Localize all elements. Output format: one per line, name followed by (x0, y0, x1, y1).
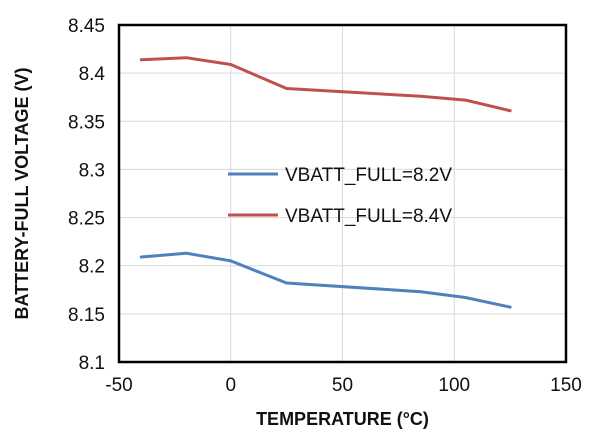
series-2-point (285, 87, 289, 90)
series-1-point (508, 305, 512, 309)
series-2-point (229, 63, 233, 66)
series-line-1 (139, 251, 512, 309)
y-tick-label: 8.25 (68, 209, 105, 230)
plot-area (117, 23, 568, 364)
series-layer (139, 56, 512, 309)
x-tick-label: 150 (550, 375, 582, 396)
series-1-point (229, 259, 233, 263)
tick-labels: 8.1 8.15 8.2 8.25 8.3 8.35 8.4 8.45 -50 0 50 100 150 (68, 16, 582, 396)
x-axis-title: TEMPERATURE (°C) (256, 409, 429, 429)
series-2-point (139, 58, 143, 62)
y-tick-label: 8.45 (68, 16, 105, 37)
series-1-point (184, 251, 188, 255)
legend-label: VBATT_FULL=8.2V (285, 165, 452, 186)
legend: VBATT_FULL=8.2V VBATT_FULL=8.4V (228, 165, 452, 227)
series-2-point (419, 94, 423, 98)
y-tick-label: 8.1 (79, 353, 105, 374)
y-tick-label: 8.4 (79, 64, 106, 85)
legend-label: VBATT_FULL=8.4V (285, 206, 452, 227)
y-tick-label: 8.35 (68, 112, 105, 133)
series-2-point (508, 109, 512, 113)
series-2-point (464, 98, 467, 102)
series-1-point (139, 255, 143, 259)
x-tick-label: 50 (332, 375, 353, 396)
legend-item: VBATT_FULL=8.2V (228, 165, 452, 186)
series-1-point (419, 290, 423, 294)
legend-item: VBATT_FULL=8.4V (228, 206, 452, 227)
y-tick-label: 8.3 (79, 160, 105, 181)
chart-gridlines (118, 24, 567, 363)
y-tick-label: 8.15 (68, 305, 105, 326)
y-tick-label: 8.2 (79, 257, 105, 278)
series-line-2 (139, 56, 512, 113)
x-tick-label: 100 (438, 375, 470, 396)
series-2-point (184, 56, 188, 60)
series-1-point (285, 281, 289, 285)
x-tick-label: -50 (105, 375, 132, 396)
y-axis-title: BATTERY-FULL VOLTAGE (V) (12, 68, 32, 320)
series-1-point (464, 296, 467, 299)
x-tick-label: 0 (225, 375, 236, 396)
